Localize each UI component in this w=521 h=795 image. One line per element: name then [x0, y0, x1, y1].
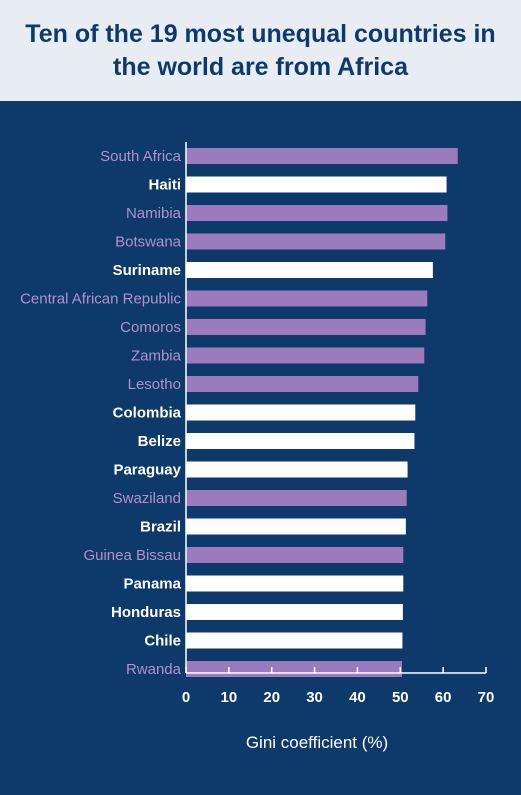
- chart-title: Ten of the 19 most unequal countries in …: [25, 19, 496, 81]
- bar-guinea-bissau: [186, 547, 404, 563]
- bar-haiti: [186, 176, 447, 193]
- category-label: Central African Republic: [20, 291, 181, 308]
- x-tick-label: 50: [392, 689, 409, 706]
- category-labels-group: South Africa Haiti Namibia Botswana Suriname…: [20, 148, 182, 678]
- x-tick-label: 70: [478, 689, 495, 706]
- category-label: Swaziland: [113, 490, 181, 507]
- category-label: Namibia: [126, 205, 182, 222]
- header: Ten of the 19 most unequal countries in …: [0, 0, 521, 101]
- category-label: Comoros: [120, 319, 181, 336]
- category-label: Belize: [138, 433, 181, 450]
- x-tick-label: 60: [435, 689, 452, 706]
- bar-brazil: [186, 518, 406, 535]
- category-label: Zambia: [131, 348, 182, 365]
- category-label: Paraguay: [113, 462, 181, 479]
- bar-chile: [186, 632, 403, 649]
- bar-paraguay: [186, 461, 408, 478]
- category-label: Rwanda: [126, 661, 182, 678]
- bar-botswana: [186, 233, 446, 250]
- x-axis-group: 0 10 20 30 40 50 60 70: [182, 142, 495, 706]
- x-axis-label: Gini coefficient (%): [246, 733, 388, 752]
- category-label: Honduras: [111, 604, 181, 621]
- chart-panel: South Africa Haiti Namibia Botswana Suriname…: [0, 101, 521, 795]
- bar-colombia: [186, 404, 416, 421]
- category-label: Haiti: [148, 177, 181, 194]
- category-label: Botswana: [115, 234, 182, 251]
- bar-suriname: [186, 262, 433, 278]
- category-label: Chile: [144, 633, 181, 650]
- category-label: Colombia: [113, 405, 182, 422]
- bar-belize: [186, 433, 415, 449]
- category-label: Lesotho: [128, 376, 181, 393]
- category-label: Panama: [123, 576, 181, 593]
- x-tick-label: 10: [221, 689, 238, 706]
- bars-group: [186, 148, 458, 677]
- category-label: Suriname: [113, 262, 181, 279]
- x-tick-label: 30: [306, 689, 323, 706]
- bar-honduras: [186, 604, 403, 620]
- category-label: South Africa: [100, 148, 182, 165]
- category-label: Brazil: [140, 519, 181, 536]
- category-label: Guinea Bissau: [83, 547, 181, 564]
- bar-central-african-republic: [186, 290, 428, 307]
- bar-zambia: [186, 347, 425, 364]
- bar-panama: [186, 575, 404, 592]
- bar-lesotho: [186, 376, 419, 392]
- x-tick-label: 40: [349, 689, 366, 706]
- bar-swaziland: [186, 490, 407, 506]
- bar-rwanda: [186, 661, 402, 677]
- gini-bar-chart: South Africa Haiti Namibia Botswana Suriname…: [20, 142, 495, 752]
- bar-comoros: [186, 319, 426, 335]
- x-tick-label: 0: [182, 689, 190, 706]
- x-tick-label: 20: [263, 689, 280, 706]
- bar-south-africa: [186, 148, 458, 164]
- bar-namibia: [186, 205, 448, 221]
